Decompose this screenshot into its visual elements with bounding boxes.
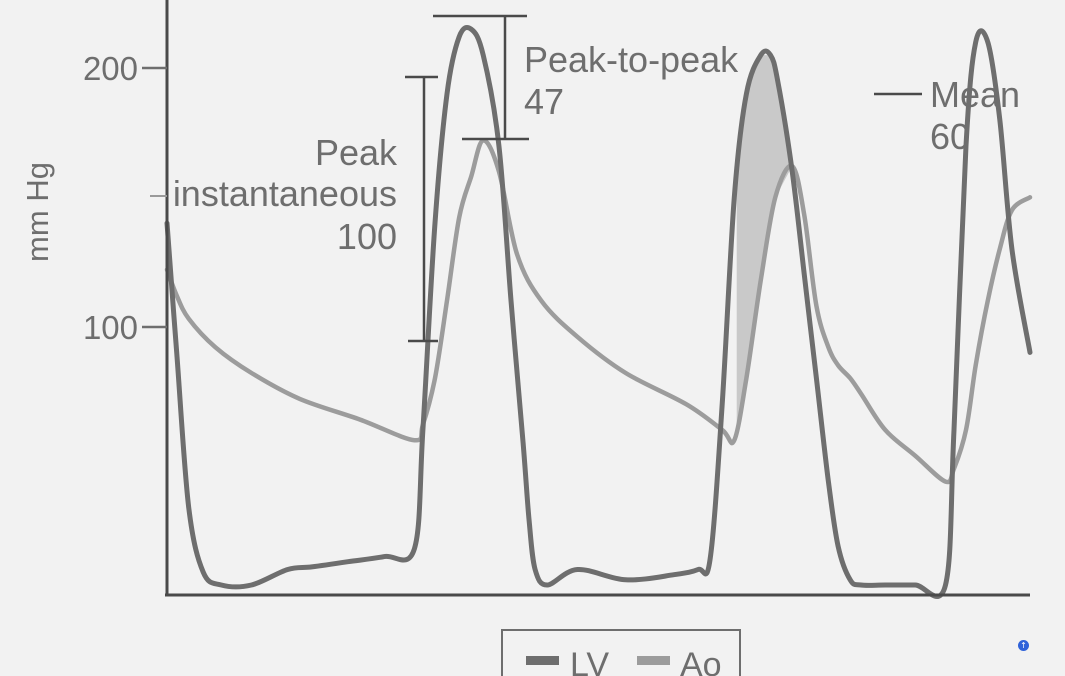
series-line-ao bbox=[164, 138, 1033, 485]
y-tick-label-200: 200 bbox=[83, 50, 138, 87]
annotation-peak-to-peak-label: Peak-to-peak bbox=[524, 39, 739, 80]
annotation-peak-instantaneous-line-2: instantaneous bbox=[173, 173, 397, 214]
legend-box bbox=[501, 629, 741, 676]
plot-area bbox=[164, 25, 1033, 599]
legend-swatch-ao bbox=[637, 656, 670, 665]
legend-swatch-lv bbox=[526, 656, 559, 665]
annotation-peak-to-peak-value: 47 bbox=[524, 81, 564, 122]
series-line-lv bbox=[164, 25, 1033, 599]
arrow-up-icon[interactable]: ↑ bbox=[1018, 640, 1029, 651]
annotation-peak-instantaneous-line-1: Peak bbox=[315, 132, 398, 173]
legend-label-ao: Ao bbox=[680, 646, 722, 676]
annotation-mean-label: Mean bbox=[930, 74, 1020, 115]
annotations: Peak-to-peak 47 Peak instantaneous 100 M… bbox=[173, 14, 1020, 343]
legend: LV Ao bbox=[501, 629, 741, 676]
annotation-peak-instantaneous-line-3: 100 bbox=[337, 216, 397, 257]
y-axis-label: mm Hg bbox=[20, 162, 55, 262]
legend-label-lv: LV bbox=[570, 646, 609, 676]
annotation-mean-value: 60 bbox=[930, 116, 970, 157]
peak-to-peak-marker bbox=[433, 14, 529, 141]
y-tick-label-100: 100 bbox=[83, 309, 138, 346]
axes: 200 100 mm Hg bbox=[20, 0, 1030, 597]
peak-instantaneous-marker bbox=[405, 75, 438, 343]
